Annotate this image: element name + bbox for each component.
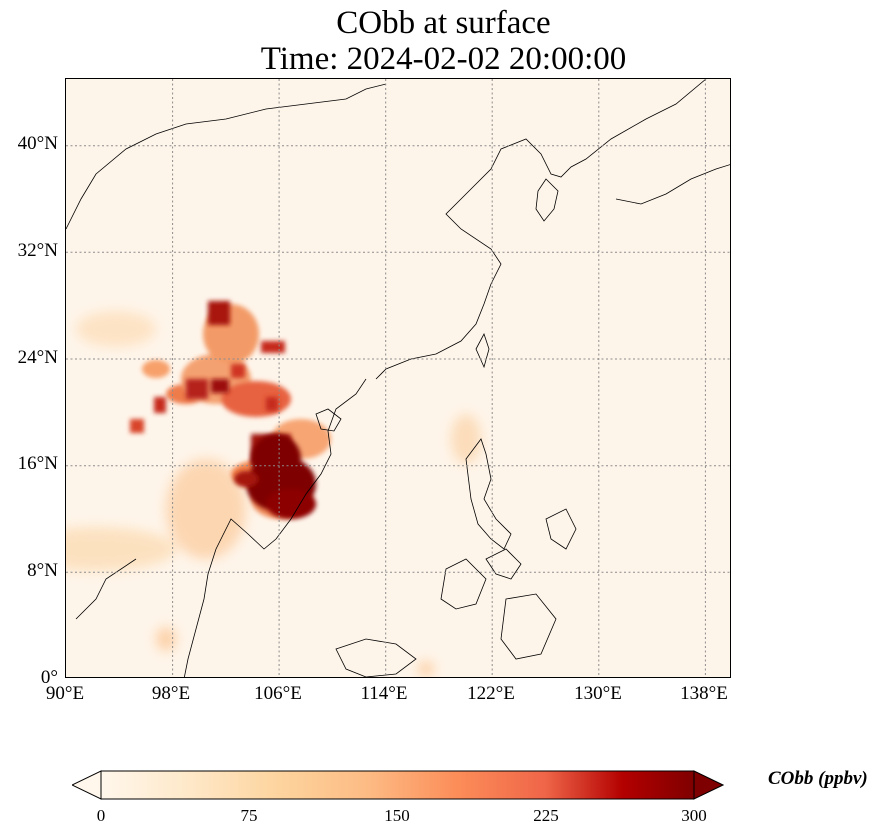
map-title: CObb at surface (336, 5, 551, 41)
colorbar-tick-label: 0 (96, 806, 106, 825)
lon-tick-label: 98°E (151, 683, 191, 704)
lat-tick-label: 16°N (17, 453, 58, 474)
lon-tick-label: 130°E (574, 683, 622, 704)
map-canvas (66, 79, 730, 677)
colorbar-label: CObb (ppbv) (768, 768, 868, 789)
lon-tick-label: 138°E (680, 683, 728, 704)
colorbar-max-extend (693, 770, 724, 800)
lat-tick-label: 40°N (17, 133, 58, 154)
lat-tick-label: 32°N (17, 240, 58, 261)
colorbar-tick-label: 150 (384, 806, 410, 825)
map-subtitle-time: Time: 2024-02-02 20:00:00 (260, 41, 627, 77)
lat-tick-label: 24°N (17, 347, 58, 368)
colorbar-min-extend (72, 770, 102, 800)
lat-tick-label: 0° (40, 667, 58, 688)
colorbar (72, 770, 724, 800)
lon-tick-label: 90°E (45, 683, 85, 704)
coastlines (66, 79, 730, 677)
colorbar-tick-label: 75 (240, 806, 258, 825)
colorbar-tick-label: 300 (681, 806, 707, 825)
map-panel (65, 78, 731, 678)
colorbar-gradient (100, 770, 695, 800)
gridlines (66, 79, 730, 677)
lon-tick-label: 122°E (467, 683, 515, 704)
lon-tick-label: 106°E (254, 683, 302, 704)
lat-tick-label: 8°N (27, 560, 58, 581)
concentration-field (66, 301, 481, 677)
colorbar-tick-label: 225 (533, 806, 559, 825)
lon-tick-label: 114°E (360, 683, 408, 704)
